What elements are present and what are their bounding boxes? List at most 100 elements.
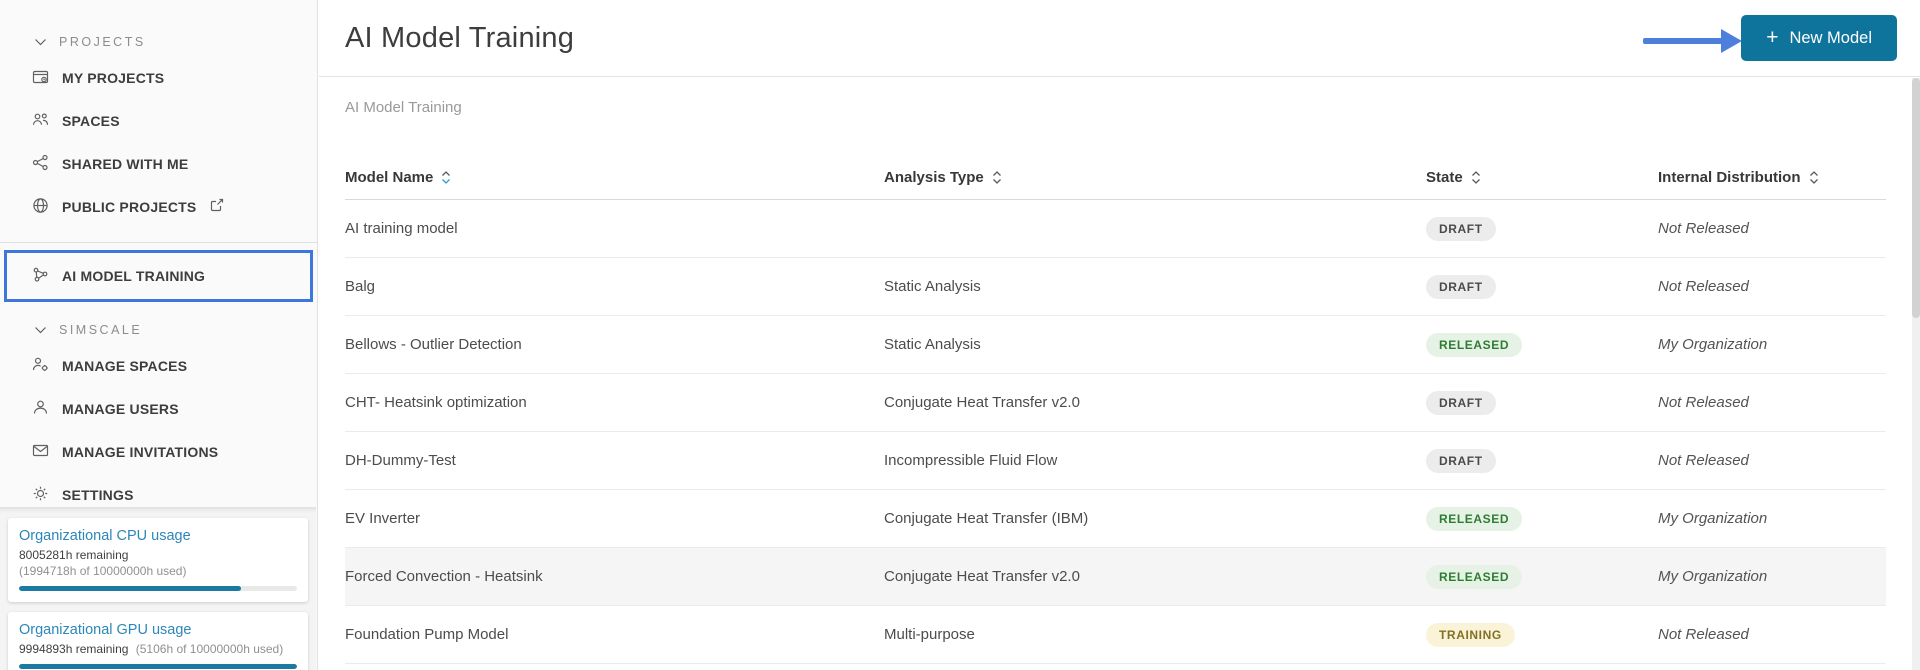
projects-icon [32,68,49,88]
status-badge: DRAFT [1426,274,1496,299]
distribution-cell: Not Released [1658,220,1749,237]
model-name-cell: EV Inverter [345,510,421,527]
section-label: SIMSCALE [59,323,143,337]
new-model-label: New Model [1789,28,1872,47]
spaces-icon [32,111,49,131]
sidebar-item-label: AI MODEL TRAINING [62,268,206,284]
scrollbar-thumb[interactable] [1912,78,1920,318]
network-icon [32,266,49,286]
sidebar-item-manage-users[interactable]: MANAGE USERS [0,387,317,430]
model-name-cell: Balg [345,278,376,295]
sidebar-item-label: SHARED WITH ME [62,155,189,172]
model-name-cell: Forced Convection - Heatsink [345,568,543,585]
analysis-type-cell: Conjugate Heat Transfer (IBM) [884,510,1089,527]
cpu-used: (1994718h of 10000000h used) [19,564,187,578]
column-header-model-name[interactable]: Model Name [345,169,884,186]
status-badge: TRAINING [1426,622,1515,647]
status-badge: RELEASED [1426,506,1523,531]
gpu-progress-track [19,664,297,669]
share-icon [32,154,49,174]
distribution-cell: Not Released [1658,452,1749,469]
cpu-usage-link[interactable]: Organizational CPU usage [19,528,191,544]
gear-icon [32,485,49,505]
cpu-usage-card: Organizational CPU usage 8005281h remain… [8,518,308,602]
distribution-cell: My Organization [1658,336,1768,353]
status-badge: RELEASED [1426,332,1523,357]
sidebar-section-simscale[interactable]: SIMSCALE [0,316,317,344]
scrollbar[interactable] [1912,78,1920,670]
sort-icon[interactable] [1471,170,1481,185]
globe-icon [32,197,49,217]
column-header-state[interactable]: State [1426,169,1658,186]
distribution-cell: Not Released [1658,626,1749,643]
sidebar-item-label: SPACES [62,112,120,129]
gpu-usage-card: Organizational GPU usage 9994893h remain… [8,612,308,670]
arrow-head [1721,29,1742,53]
ai-model-training-highlight-box: AI MODEL TRAINING [4,250,313,302]
sidebar-item-spaces[interactable]: SPACES [0,99,317,142]
sidebar-divider [0,242,317,243]
annotation-arrow [1643,27,1743,55]
sidebar-item-label: MY PROJECTS [62,69,165,86]
section-label: PROJECTS [59,35,146,49]
gpu-usage-link[interactable]: Organizational GPU usage [19,622,192,638]
table-row[interactable]: EV Inverter Conjugate Heat Transfer (IBM… [345,490,1886,548]
person-icon [32,399,49,419]
sidebar-item-ai-model-training[interactable]: AI MODEL TRAINING [7,253,310,299]
sidebar-item-label: MANAGE SPACES [62,357,188,374]
sort-icon[interactable] [992,170,1002,185]
sidebar: PROJECTS MY PROJECTS SPACES [0,0,318,670]
column-header-analysis-type[interactable]: Analysis Type [884,169,1426,186]
page-header: AI Model Training + New Model [319,0,1920,77]
model-name-cell: AI training model [345,220,458,237]
model-name-cell: Bellows - Outlier Detection [345,336,522,353]
table-row[interactable]: Forced Convection - Heatsink Conjugate H… [345,548,1886,606]
distribution-cell: My Organization [1658,510,1768,527]
sidebar-item-label: PUBLIC PROJECTS [62,198,197,215]
column-header-internal-distribution[interactable]: Internal Distribution [1658,169,1886,186]
gpu-remaining: 9994893h remaining [19,642,129,656]
table-row[interactable]: AI training model DRAFT Not Released [345,200,1886,258]
main-content: AI Model Training + New Model AI Model T… [319,0,1920,670]
sidebar-item-settings[interactable]: SETTINGS [0,473,317,516]
new-model-button[interactable]: + New Model [1741,15,1897,61]
person-gear-icon [32,356,49,376]
table-row[interactable]: DH-Dummy-Test Incompressible Fluid Flow … [345,432,1886,490]
breadcrumb: AI Model Training [345,99,462,116]
plus-icon: + [1766,25,1779,49]
model-name-cell: Foundation Pump Model [345,626,509,643]
analysis-type-cell: Static Analysis [884,278,981,295]
status-badge: DRAFT [1426,448,1496,473]
chevron-down-icon [34,35,47,49]
status-badge: RELEASED [1426,564,1523,589]
sidebar-item-shared-with-me[interactable]: SHARED WITH ME [0,142,317,185]
table-row[interactable]: Foundation Pump Model Multi-purpose TRAI… [345,606,1886,664]
analysis-type-cell: Static Analysis [884,336,981,353]
analysis-type-cell: Multi-purpose [884,626,975,643]
sidebar-item-label: MANAGE USERS [62,400,179,417]
sidebar-item-manage-spaces[interactable]: MANAGE SPACES [0,344,317,387]
usage-panel: Organizational CPU usage 8005281h remain… [0,507,316,670]
cpu-progress-fill [19,586,242,591]
gpu-used: (5106h of 10000000h used) [135,642,284,656]
distribution-cell: Not Released [1658,394,1749,411]
analysis-type-cell: Conjugate Heat Transfer v2.0 [884,394,1080,411]
sidebar-item-public-projects[interactable]: PUBLIC PROJECTS [0,185,317,228]
sidebar-item-my-projects[interactable]: MY PROJECTS [0,56,317,99]
envelope-icon [32,442,49,462]
sidebar-item-label: SETTINGS [62,486,134,503]
sort-icon[interactable] [1809,170,1819,185]
cpu-remaining: 8005281h remaining [19,548,129,562]
table-row[interactable]: Bellows - Outlier Detection Static Analy… [345,316,1886,374]
sidebar-item-label: MANAGE INVITATIONS [62,443,219,460]
sidebar-section-projects[interactable]: PROJECTS [0,28,317,56]
cpu-progress-track [19,586,297,591]
page-title: AI Model Training [345,22,575,54]
table-row[interactable]: Balg Static Analysis DRAFT Not Released [345,258,1886,316]
sort-icon[interactable] [441,170,451,185]
table-row[interactable]: CHT- Heatsink optimization Conjugate Hea… [345,374,1886,432]
arrow-shaft [1643,38,1723,44]
sidebar-item-manage-invitations[interactable]: MANAGE INVITATIONS [0,430,317,473]
gpu-progress-fill [19,664,297,669]
status-badge: DRAFT [1426,216,1496,241]
